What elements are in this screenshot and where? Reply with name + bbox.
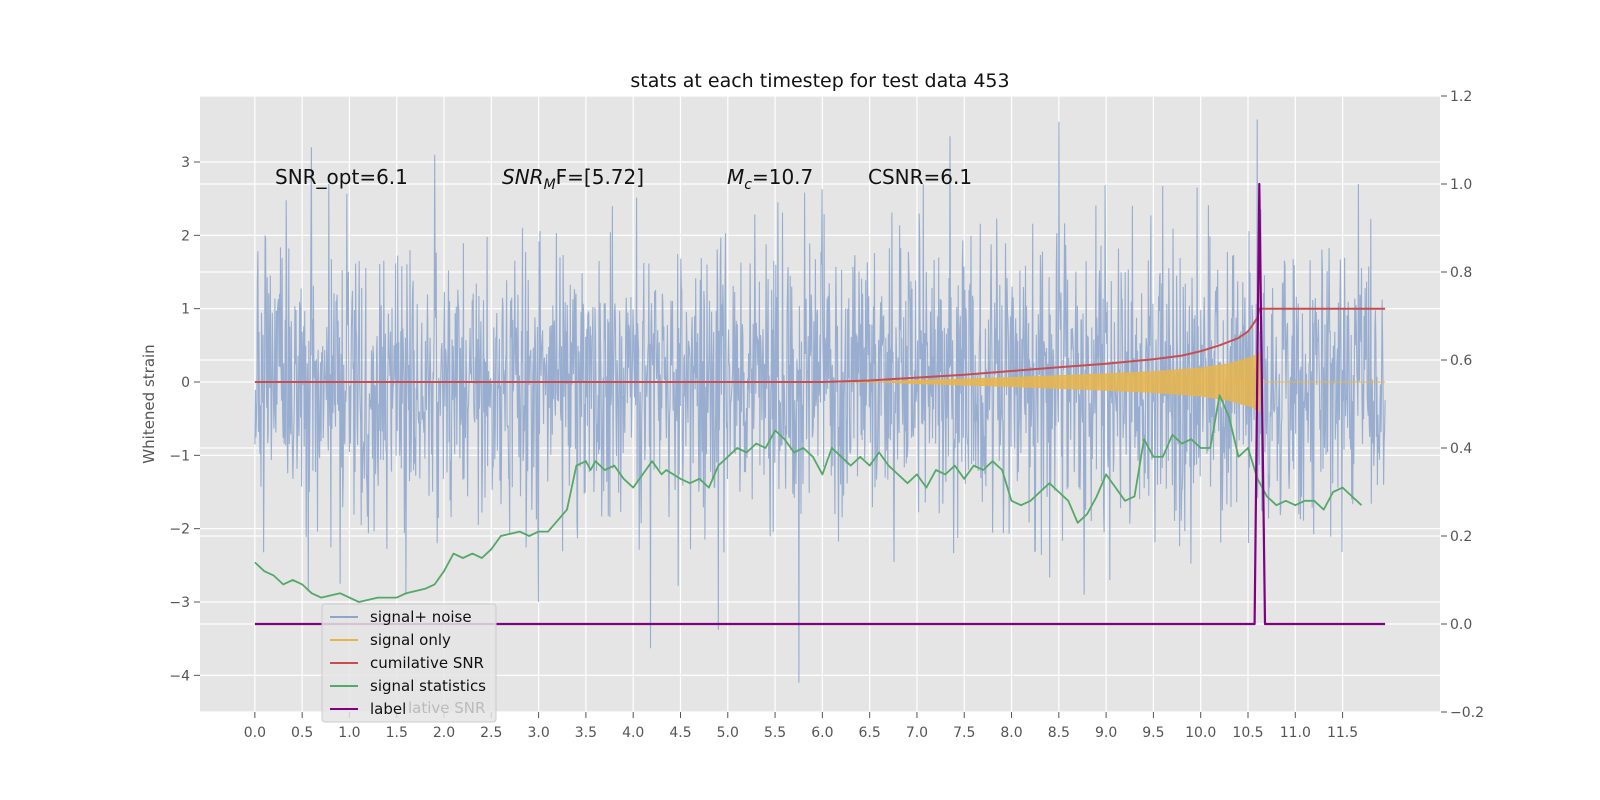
y-right-tick-label-2: 0.2 — [1450, 529, 1472, 545]
y-left-tick-label-4: 0 — [181, 375, 190, 391]
y-axis-label: Whitened strain — [140, 344, 158, 463]
annotation-mc-tail: =10.7 — [752, 165, 813, 189]
annotation-mc: Mc=10.7 — [727, 165, 813, 193]
y-left-tick-label-7: 3 — [181, 155, 190, 171]
axes: 0.0 0.5 1.0 1.5 2.0 2.5 3.0 3.5 4.0 4.5 5.0 5.5 6.0 6… — [169, 89, 1484, 741]
annotation-csnr: CSNR=6.1 — [868, 165, 972, 189]
annotation-snr-mf-main: SNR — [502, 165, 544, 189]
annotations: SNR_opt=6.1 SNRMF=[5.72] Mc=10.7 CSNR=6.… — [275, 165, 972, 193]
x-tick-label-2: 1.0 — [338, 725, 360, 741]
x-tick-label-18: 9.0 — [1095, 725, 1117, 741]
annotation-mc-main: M — [727, 165, 744, 189]
series-label — [254, 182, 1386, 626]
x-tick-label-11: 5.5 — [764, 725, 786, 741]
x-tick-label-5: 2.5 — [480, 725, 502, 741]
y-left-tick-label-6: 2 — [181, 228, 190, 244]
legend: signal+ noise signal only cumilative SNR… — [321, 603, 497, 723]
legend-label-cumulative-snr: cumilative SNR — [370, 654, 484, 672]
y-left-tick-label-2: −2 — [169, 522, 190, 538]
x-tick-label-14: 7.0 — [906, 725, 928, 741]
x-tick-label-1: 0.5 — [291, 725, 313, 741]
annotation-snr-opt: SNR_opt=6.1 — [275, 165, 408, 189]
legend-box — [321, 603, 497, 723]
x-tick-label-4: 2.0 — [433, 725, 455, 741]
x-tick-label-17: 8.5 — [1048, 725, 1070, 741]
x-tick-label-15: 7.5 — [953, 725, 975, 741]
x-tick-label-6: 3.0 — [527, 725, 549, 741]
x-tick-label-23: 11.5 — [1327, 725, 1358, 741]
y-right-tick-label-4: 0.6 — [1450, 353, 1472, 369]
x-tick-label-10: 5.0 — [717, 725, 739, 741]
chart-title: stats at each timestep for test data 453 — [630, 70, 1009, 92]
x-tick-label-22: 11.0 — [1280, 725, 1311, 741]
y-right-tick-label-6: 1.0 — [1450, 177, 1472, 193]
legend-label-signal-noise: signal+ noise — [370, 608, 472, 626]
y-left-tick-label-5: 1 — [181, 302, 190, 318]
x-tick-label-3: 1.5 — [386, 725, 408, 741]
legend-label-signal-statistics: signal statistics — [370, 677, 486, 695]
y-left-tick-label-1: −3 — [169, 595, 190, 611]
x-tick-label-12: 6.0 — [811, 725, 833, 741]
x-tick-label-7: 3.5 — [575, 725, 597, 741]
x-tick-label-0: 0.0 — [244, 725, 266, 741]
y-right-tick-label-3: 0.4 — [1450, 441, 1472, 457]
series-signal-statistics — [254, 394, 1363, 603]
legend-ghost-text: lative SNR — [408, 699, 485, 717]
y-right-tick-label-1: 0.0 — [1450, 617, 1472, 633]
y-right-tick-label-5: 0.8 — [1450, 265, 1472, 281]
x-tick-label-9: 4.5 — [669, 725, 691, 741]
x-tick-label-21: 10.5 — [1232, 725, 1263, 741]
legend-label-label: label — [370, 700, 406, 718]
x-tick-label-8: 4.0 — [622, 725, 644, 741]
x-tick-label-19: 9.5 — [1142, 725, 1164, 741]
series-cumulative-snr — [254, 307, 1386, 383]
x-tick-label-20: 10.0 — [1185, 725, 1216, 741]
x-tick-label-13: 6.5 — [859, 725, 881, 741]
y-right-tick-label-7: 1.2 — [1450, 89, 1472, 105]
y-left-tick-label-3: −1 — [169, 448, 190, 464]
annotation-snr-mf-sub: M — [544, 177, 556, 193]
y-left-tick-label-0: −4 — [169, 668, 190, 684]
x-tick-label-16: 8.0 — [1000, 725, 1022, 741]
legend-label-signal-only: signal only — [370, 631, 451, 649]
annotation-snr-mf-tail: F=[5.72] — [556, 165, 644, 189]
annotation-snr-mf: SNRMF=[5.72] — [502, 165, 644, 193]
y-right-tick-label-0: −0.2 — [1450, 705, 1484, 721]
series — [254, 119, 1386, 683]
annotation-mc-sub: c — [744, 177, 752, 193]
